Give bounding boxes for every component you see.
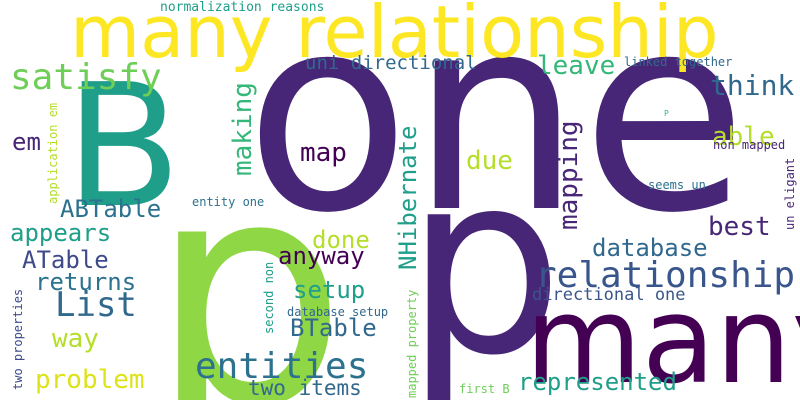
- word-satisfy: satisfy: [10, 57, 162, 98]
- word-relationship: relationship: [535, 255, 796, 296]
- word-returns: returns: [35, 268, 137, 296]
- word-leave: leave: [537, 51, 616, 81]
- word-mapping: mapping: [554, 120, 584, 230]
- word-seems-un: seems un: [648, 178, 706, 192]
- word-BTable: BTable: [290, 314, 377, 342]
- word-uni-directional: uni directional: [305, 52, 477, 74]
- word-database-setup: database setup: [287, 305, 389, 319]
- word-two-properties: two properties: [11, 288, 25, 390]
- word-NHibernate: NHibernate: [394, 125, 422, 271]
- word-p-purple: p: [405, 119, 564, 400]
- word-database: database: [592, 234, 708, 262]
- word-appears: appears: [10, 219, 112, 247]
- word-un-eligant: un eligant: [783, 157, 797, 230]
- word-application-em: application em: [46, 102, 60, 204]
- word-best: best: [708, 212, 771, 242]
- word-P: P: [664, 109, 669, 118]
- word-one: one: [245, 0, 748, 272]
- word-map: map: [300, 138, 347, 168]
- word-p-green: p: [150, 114, 347, 400]
- word-entities: entities: [195, 346, 369, 387]
- word-second-non: second non: [262, 261, 276, 334]
- word-non-mapped: non mapped: [713, 138, 786, 152]
- word-represented: represented: [518, 368, 677, 396]
- word-way: way: [52, 324, 99, 354]
- word-making: making: [228, 82, 258, 176]
- word-many: many: [525, 272, 800, 400]
- word-ABTable: ABTable: [60, 195, 162, 223]
- word-linked-together: linked together: [624, 55, 733, 69]
- word-two-items: two items: [248, 376, 362, 400]
- word-entity-one: entity one: [192, 195, 265, 209]
- word-problem: problem: [35, 365, 145, 395]
- word-mapped-property: mapped property: [405, 289, 419, 398]
- word-normalization-reasons: normalization reasons: [160, 0, 325, 15]
- word-able: able: [712, 122, 775, 152]
- word-think: think: [710, 69, 795, 102]
- word-first-B: first B: [459, 382, 510, 396]
- word-due: due: [466, 146, 513, 176]
- word-ATable: ATable: [22, 246, 109, 274]
- word-setup: setup: [293, 276, 366, 304]
- word-anyway: anyway: [278, 242, 365, 270]
- word-done: done: [312, 226, 370, 254]
- word-B: B: [65, 48, 182, 246]
- word-em: em: [12, 128, 41, 156]
- word-List: List: [55, 285, 137, 325]
- word-directional-one: directional one: [532, 285, 686, 305]
- word-many-relationship: many relationship: [70, 0, 719, 74]
